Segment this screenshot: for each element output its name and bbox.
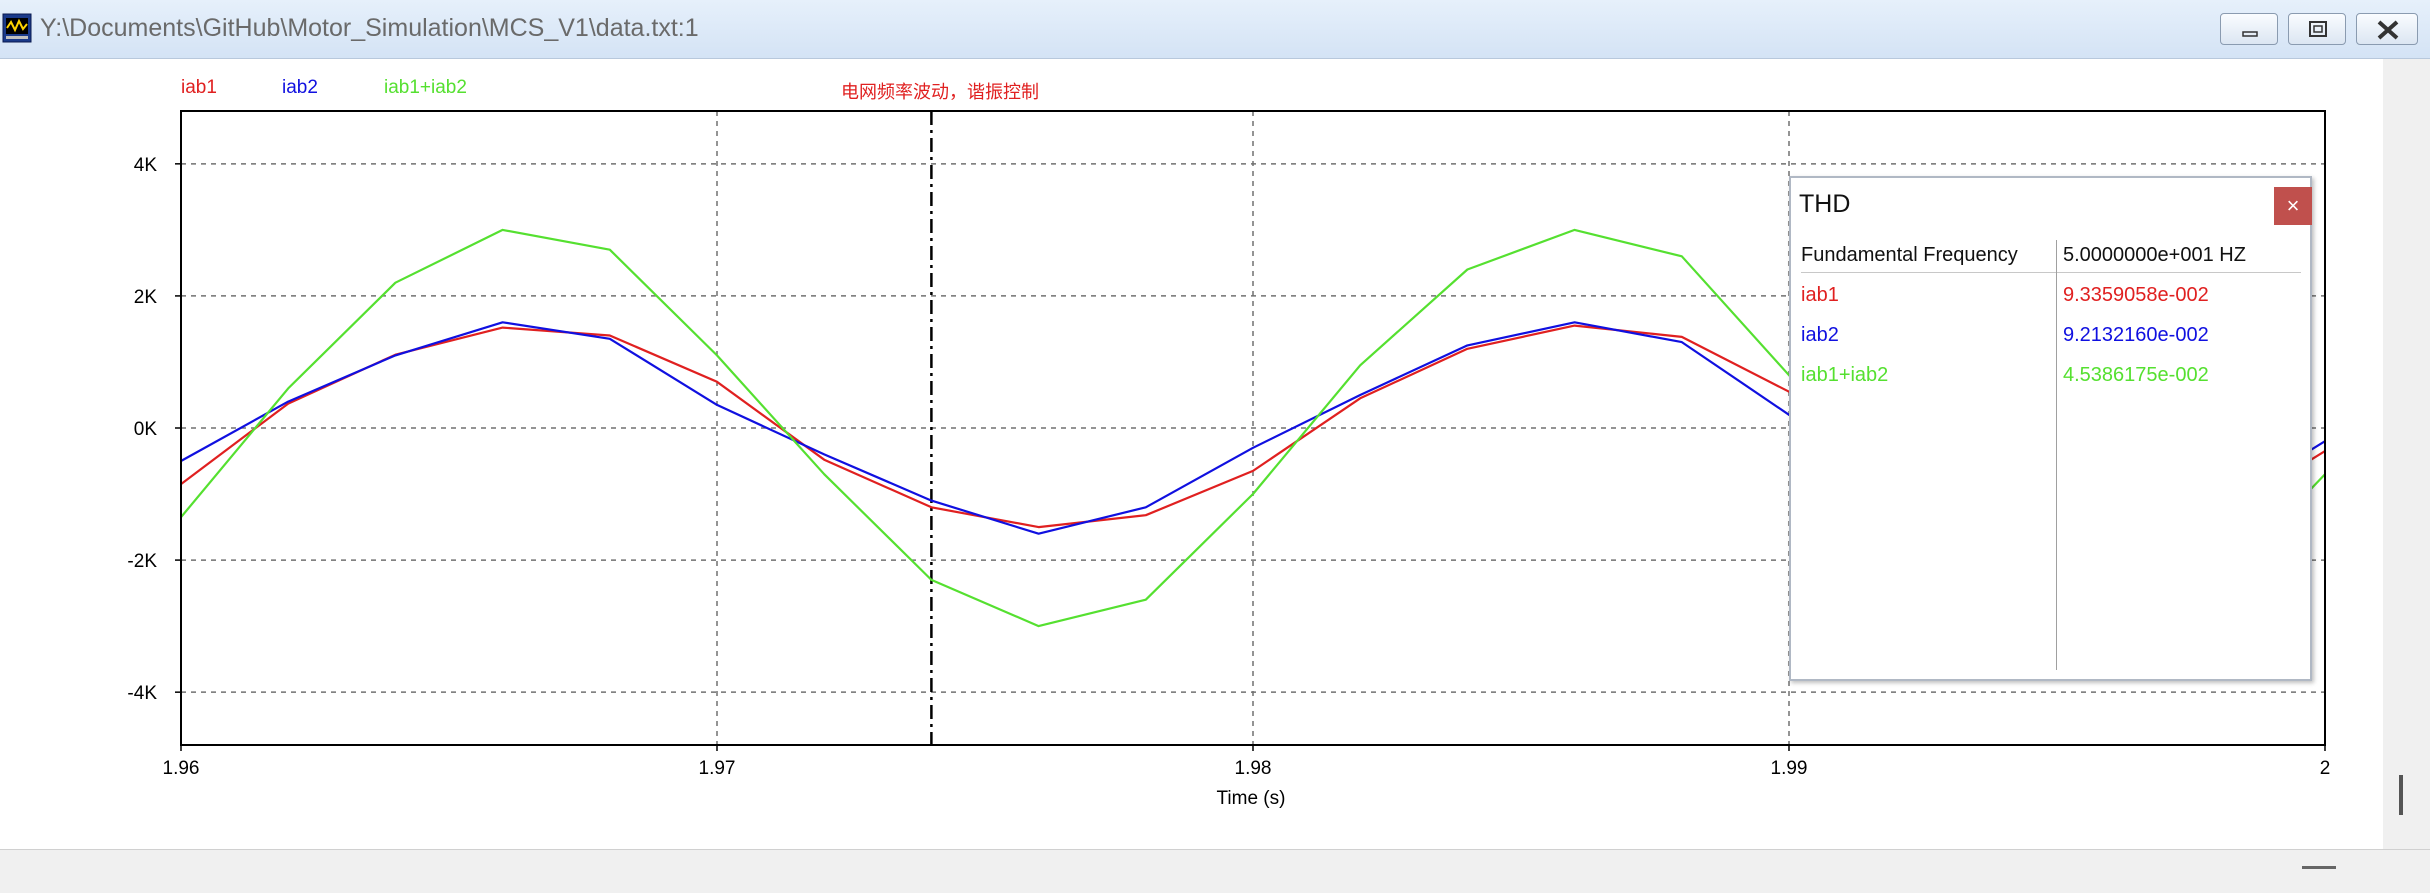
- y-tick-label: 2K: [134, 287, 158, 308]
- x-axis: 1.96 1.97 1.98 1.99 2: [163, 745, 2331, 779]
- oscilloscope-icon[interactable]: [2, 13, 32, 43]
- resize-grip-icon[interactable]: [2302, 866, 2336, 869]
- window-title: Y:\Documents\GitHub\Motor_Simulation\MCS…: [40, 14, 699, 42]
- close-icon: [2377, 20, 2399, 40]
- thd-row-label: iab2: [1801, 324, 1839, 346]
- legend-entry: iab1+iab2: [384, 77, 467, 98]
- annotation-text: 电网频率波动，谐振控制: [841, 82, 1039, 103]
- thd-close-button[interactable]: ×: [2274, 187, 2312, 225]
- thd-row-label: Fundamental Frequency: [1801, 244, 2018, 266]
- thd-row-value: 9.3359058e-002: [2063, 284, 2209, 306]
- thd-row-label: iab1: [1801, 284, 1839, 306]
- y-tick-label: 4K: [134, 155, 158, 176]
- legend-entry: iab2: [282, 77, 318, 98]
- status-bar: [0, 849, 2430, 893]
- plot-area[interactable]: 4K 2K 0K -2K -4K 1.96 1.97 1.98 1.99 2 Time (s) …: [0, 59, 2383, 849]
- y-tick-label: -4K: [127, 683, 157, 704]
- thd-column-divider: [2056, 240, 2057, 670]
- legend-entry: iab1: [181, 77, 217, 98]
- y-axis: 4K 2K 0K -2K -4K: [127, 155, 181, 704]
- thd-panel[interactable]: THD × Fundamental Frequency 5.0000000e+00…: [1789, 176, 2312, 681]
- maximize-icon: [2309, 21, 2327, 37]
- x-tick-label: 1.97: [699, 758, 736, 779]
- title-bar: Y:\Documents\GitHub\Motor_Simulation\MCS…: [0, 0, 2430, 59]
- x-tick-label: 1.96: [163, 758, 200, 779]
- maximize-button[interactable]: [2288, 13, 2346, 45]
- y-tick-label: -2K: [127, 551, 157, 572]
- thd-row-value: 4.5386175e-002: [2063, 364, 2209, 386]
- thd-row-value: 9.2132160e-002: [2063, 324, 2209, 346]
- legend: iab1 iab2 iab1+iab2: [181, 77, 467, 98]
- close-button[interactable]: [2356, 13, 2418, 45]
- thd-header-divider: [1801, 272, 2301, 273]
- thd-title: THD: [1799, 190, 1851, 218]
- scrollbar-thumb[interactable]: [2399, 775, 2403, 815]
- thd-row-value: 5.0000000e+001 HZ: [2063, 244, 2246, 266]
- x-tick-label: 1.99: [1771, 758, 1808, 779]
- minimize-icon: [2242, 31, 2258, 37]
- x-tick-label: 1.98: [1235, 758, 1272, 779]
- x-tick-label: 2: [2320, 758, 2331, 779]
- grid: [181, 111, 2325, 745]
- y-tick-label: 0K: [134, 419, 158, 440]
- thd-row-label: iab1+iab2: [1801, 364, 1889, 386]
- x-axis-label: Time (s): [1217, 788, 1286, 809]
- vertical-scrollbar[interactable]: [2383, 59, 2430, 849]
- minimize-button[interactable]: [2220, 13, 2278, 45]
